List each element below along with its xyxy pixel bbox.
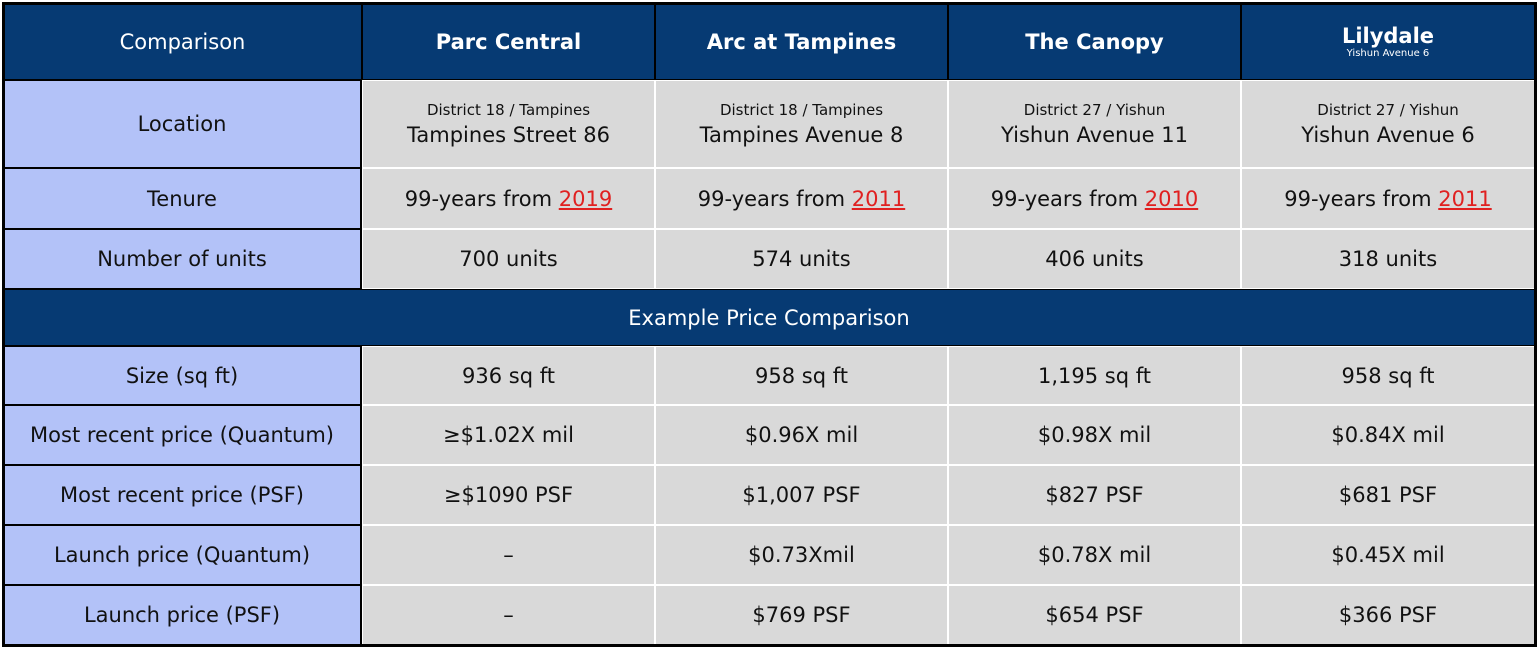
header-cell: Parc Central [362, 3, 655, 80]
tenure-text: 99-years from 2011 [698, 187, 905, 211]
price-cell: 958 sq ft [655, 346, 948, 405]
tenure-text: 99-years from 2019 [405, 187, 612, 211]
project-name: Lilydale [1341, 24, 1435, 48]
row-label: Launch price (PSF) [3, 585, 362, 645]
header-cell: Lilydale Yishun Avenue 6 [1241, 3, 1535, 80]
street: Tampines Avenue 8 [699, 123, 904, 147]
tenure-cell: 99-years from 2011 [1241, 168, 1535, 229]
street: Tampines Street 86 [407, 123, 610, 147]
district: District 27 / Yishun [1023, 101, 1166, 119]
price-cell: $0.78X mil [948, 525, 1241, 585]
price-cell: ≥$1090 PSF [362, 465, 655, 525]
header-cell: The Canopy [948, 3, 1241, 80]
units-cell: 700 units [362, 229, 655, 289]
tenure-text: 99-years from 2010 [991, 187, 1198, 211]
project-subtitle: Yishun Avenue 6 [1346, 48, 1430, 59]
project-name: The Canopy [1025, 29, 1164, 54]
price-cell: – [362, 525, 655, 585]
price-cell: $0.84X mil [1241, 405, 1535, 465]
tenure-text: 99-years from 2011 [1284, 187, 1491, 211]
district: District 18 / Tampines [719, 101, 884, 119]
street: Yishun Avenue 6 [1301, 123, 1475, 147]
section-header: Example Price Comparison [3, 289, 1535, 346]
price-cell: $1,007 PSF [655, 465, 948, 525]
tenure-cell: 99-years from 2011 [655, 168, 948, 229]
price-cell: ≥$1.02X mil [362, 405, 655, 465]
units-cell: 574 units [655, 229, 948, 289]
row-label: Location [3, 80, 362, 168]
price-cell: $0.98X mil [948, 405, 1241, 465]
units-cell: 406 units [948, 229, 1241, 289]
tenure-cell: 99-years from 2019 [362, 168, 655, 229]
row-label: Most recent price (PSF) [3, 465, 362, 525]
price-cell: 936 sq ft [362, 346, 655, 405]
tenure-prefix: 99-years from [404, 186, 553, 211]
price-cell: $0.73Xmil [655, 525, 948, 585]
row-label: Tenure [3, 168, 362, 229]
tenure-year: 2019 [558, 186, 613, 211]
price-cell: $366 PSF [1241, 585, 1535, 645]
tenure-prefix: 99-years from [1284, 186, 1432, 211]
tenure-year: 2011 [1438, 186, 1492, 211]
units-cell: 318 units [1241, 229, 1535, 289]
price-cell: $654 PSF [948, 585, 1241, 645]
location-cell: District 18 / Tampines Tampines Street 86 [362, 80, 655, 168]
tenure-prefix: 99-years from [990, 186, 1139, 211]
price-cell: $827 PSF [948, 465, 1241, 525]
price-cell: 1,195 sq ft [948, 346, 1241, 405]
tenure-prefix: 99-years from [697, 186, 846, 211]
price-cell: 958 sq ft [1241, 346, 1535, 405]
location-cell: District 27 / Yishun Yishun Avenue 11 [948, 80, 1241, 168]
price-cell: – [362, 585, 655, 645]
tenure-cell: 99-years from 2010 [948, 168, 1241, 229]
tenure-year: 2011 [851, 186, 906, 211]
row-label: Size (sq ft) [3, 346, 362, 405]
street: Yishun Avenue 11 [1001, 123, 1188, 147]
price-cell: $681 PSF [1241, 465, 1535, 525]
header-cell: Arc at Tampines [655, 3, 948, 80]
row-label: Most recent price (Quantum) [3, 405, 362, 465]
price-cell: $769 PSF [655, 585, 948, 645]
project-name: Parc Central [435, 29, 582, 54]
project-name: Arc at Tampines [706, 29, 897, 54]
row-label: Launch price (Quantum) [3, 525, 362, 585]
tenure-year: 2010 [1144, 186, 1199, 211]
location-cell: District 27 / Yishun Yishun Avenue 6 [1241, 80, 1535, 168]
header-label: Comparison [3, 3, 362, 80]
price-cell: $0.96X mil [655, 405, 948, 465]
location-cell: District 18 / Tampines Tampines Avenue 8 [655, 80, 948, 168]
row-label: Number of units [3, 229, 362, 289]
price-cell: $0.45X mil [1241, 525, 1535, 585]
district: District 18 / Tampines [426, 101, 591, 119]
district: District 27 / Yishun [1317, 101, 1459, 119]
